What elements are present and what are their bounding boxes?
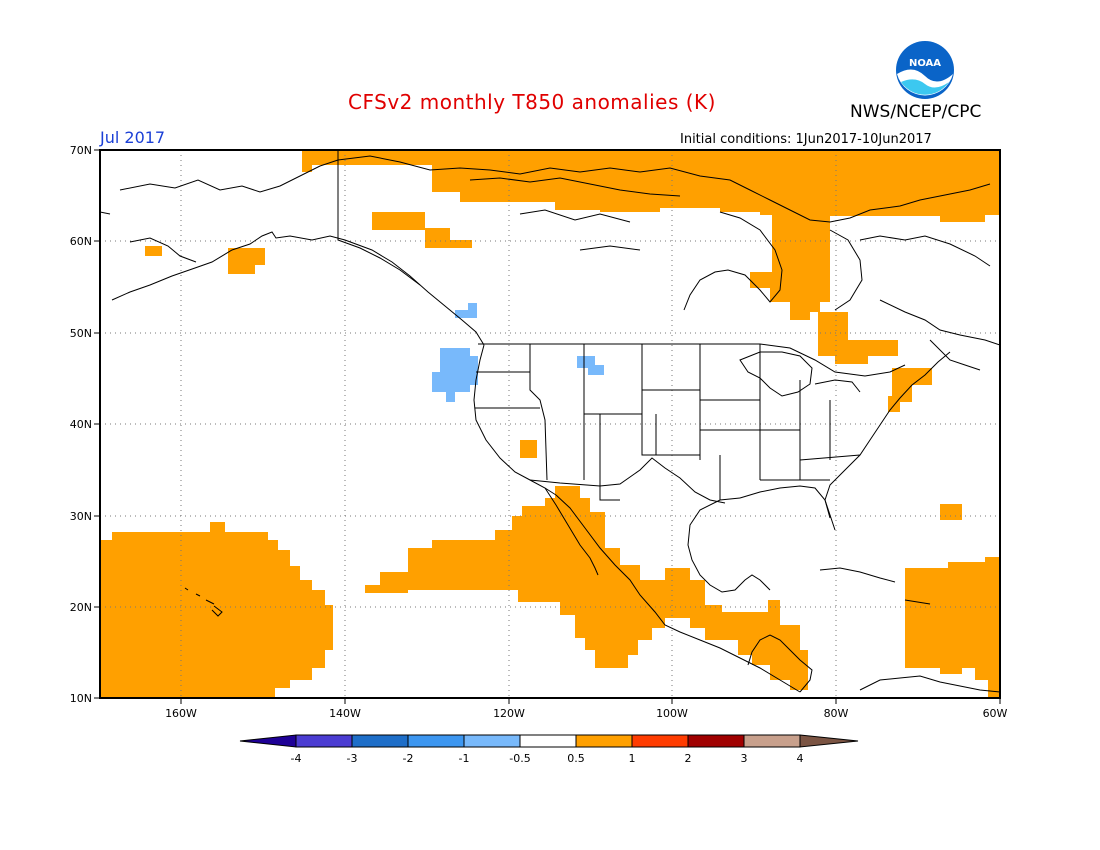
map-title: CFSv2 monthly T850 anomalies (K) <box>348 90 716 114</box>
colorbar-label: 0.5 <box>567 752 585 765</box>
colorbar-arrow-high <box>799 734 859 748</box>
colorbar-swatch <box>743 734 801 748</box>
coastline-us-west <box>473 344 557 496</box>
lat-label: 40N <box>70 418 92 431</box>
colorbar-swatch <box>463 734 521 748</box>
warm-region-gulf-alaska-2 <box>425 228 472 248</box>
coastlines <box>100 150 1000 693</box>
lon-labels: 160W 140W 120W 100W 80W 60W <box>165 707 1007 720</box>
colorbar-swatch <box>407 734 465 748</box>
warm-region-atlantic-small <box>940 504 962 520</box>
colorbar-label: 1 <box>629 752 636 765</box>
cool-region-oregon-coast <box>432 348 478 402</box>
lat-label: 20N <box>70 601 92 614</box>
colorbar-swatch <box>687 734 745 748</box>
great-lakes <box>739 351 813 397</box>
border-us-canada <box>478 343 906 377</box>
colorbar-label: -0.5 <box>509 752 530 765</box>
warm-region-caribbean <box>905 557 1000 698</box>
warm-region-bering <box>145 246 162 256</box>
warm-region-mexico <box>365 486 808 690</box>
forecast-month: Jul 2017 <box>100 128 166 147</box>
initial-conditions: Initial conditions: 1Jun2017-10Jun2017 <box>680 132 932 147</box>
coastline-us-east <box>824 351 951 519</box>
colorbar-swatch <box>631 734 689 748</box>
colorbar-swatch <box>295 734 353 748</box>
lon-label: 160W <box>165 707 197 720</box>
border-us-mexico <box>529 457 726 504</box>
lat-label: 30N <box>70 510 92 523</box>
colorbar-swatch <box>575 734 633 748</box>
warm-region-hawaii <box>100 522 333 698</box>
warm-region-arctic-east <box>750 150 1000 320</box>
colorbar: -4 -3 -2 -1 -0.5 0.5 1 2 3 4 <box>239 734 859 765</box>
warm-region-new-england <box>888 368 932 412</box>
colorbar-label: -4 <box>291 752 302 765</box>
lat-label: 10N <box>70 692 92 705</box>
colorbar-label: 4 <box>797 752 804 765</box>
warm-region-alaska <box>228 248 265 274</box>
lon-label: 60W <box>983 707 1008 720</box>
warm-region-gulf-alaska-1 <box>372 212 425 230</box>
lat-label: 50N <box>70 327 92 340</box>
lon-ticks <box>180 698 1001 704</box>
colorbar-arrow-low <box>239 734 297 748</box>
colorbar-swatch <box>351 734 409 748</box>
coastline-hudson-bay <box>683 211 783 311</box>
lon-label: 100W <box>656 707 688 720</box>
cool-region-montana <box>577 356 604 375</box>
colorbar-label: -2 <box>403 752 414 765</box>
lon-label: 140W <box>329 707 361 720</box>
lat-ticks <box>94 149 100 699</box>
coastline-gulf <box>687 497 771 593</box>
coastline-mexico-west <box>544 487 599 576</box>
svg-text:NOAA: NOAA <box>909 58 941 69</box>
noaa-logo: NOAA <box>896 41 954 99</box>
lat-label: 70N <box>70 144 92 157</box>
lon-label: 80W <box>824 707 849 720</box>
cool-region-bc-coast <box>455 303 477 318</box>
graticule <box>100 150 1000 698</box>
colorbar-swatch <box>519 734 577 748</box>
colorbar-label: 3 <box>741 752 748 765</box>
colorbar-label: -1 <box>459 752 470 765</box>
colorbar-label: -3 <box>347 752 358 765</box>
lat-labels: 70N 60N 50N 40N 30N 20N 10N <box>70 144 92 705</box>
coastline-alaska <box>111 231 485 346</box>
warm-region-quebec <box>818 312 898 364</box>
warm-region-nevada <box>520 440 537 458</box>
lon-label: 120W <box>493 707 525 720</box>
colorbar-label: 2 <box>685 752 692 765</box>
lat-label: 60N <box>70 235 92 248</box>
agency-label: NWS/NCEP/CPC <box>850 102 982 122</box>
